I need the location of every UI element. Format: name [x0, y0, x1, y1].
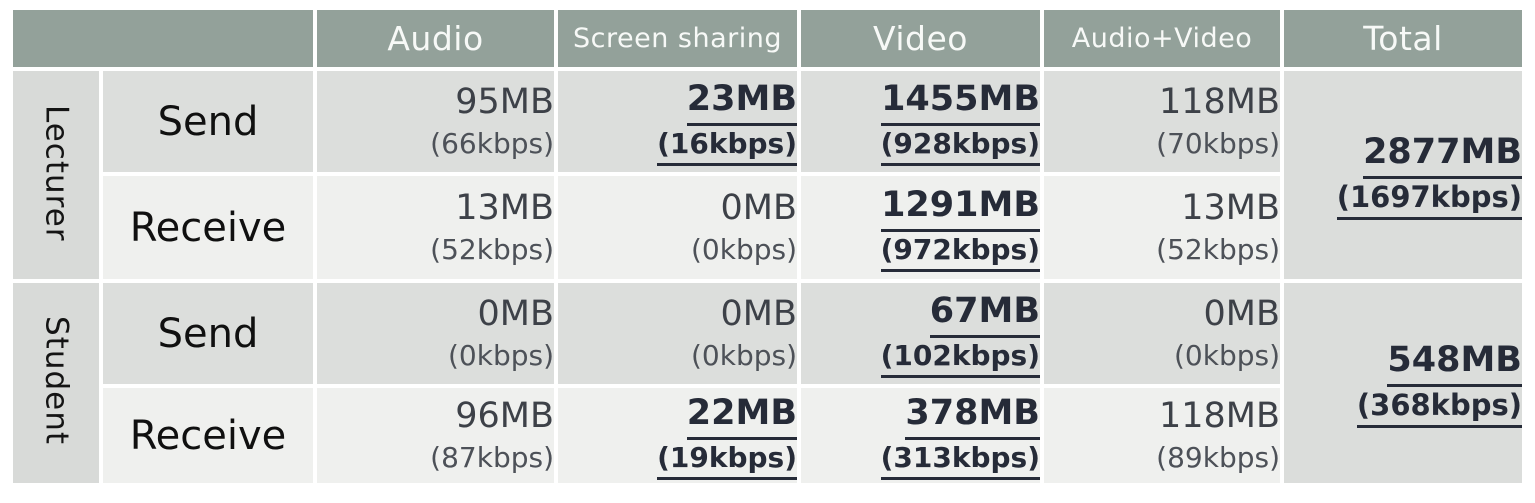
- value-kbps: (66kbps): [430, 126, 554, 160]
- value-kbps: (102kbps): [880, 338, 1040, 378]
- total-kbps: (1697kbps): [1336, 179, 1522, 220]
- total-kbps: (368kbps): [1356, 387, 1522, 428]
- cell-student-receive-video: 378MB (313kbps): [801, 388, 1040, 483]
- value-kbps: (89kbps): [1156, 440, 1280, 474]
- value-mb: 23MB: [686, 77, 797, 126]
- cell-student-send-screen-sharing: 0MB (0kbps): [558, 283, 797, 384]
- value-mb: 1455MB: [881, 77, 1040, 126]
- corner-cell: [13, 10, 313, 67]
- value-mb: 0MB: [720, 188, 797, 229]
- value-kbps: (0kbps): [690, 338, 797, 372]
- cell-lecturer-send-screen-sharing: 23MB (16kbps): [558, 71, 797, 172]
- value-kbps: (0kbps): [690, 232, 797, 266]
- cell-student-receive-audio-video: 118MB (89kbps): [1044, 388, 1280, 483]
- cell-lecturer-receive-audio-video: 13MB (52kbps): [1044, 176, 1280, 279]
- cell-student-send-video: 67MB (102kbps): [801, 283, 1040, 384]
- total-mb: 2877MB: [1363, 130, 1522, 179]
- value-mb: 13MB: [1181, 188, 1280, 229]
- cell-student-receive-audio: 96MB (87kbps): [317, 388, 554, 483]
- value-kbps: (313kbps): [880, 440, 1040, 480]
- group-label-lecturer-text: Lecturer: [38, 104, 75, 242]
- cell-student-send-audio: 0MB (0kbps): [317, 283, 554, 384]
- row-lecturer-receive: Receive 13MB (52kbps) 0MB (0kbps) 1291MB…: [13, 176, 1522, 279]
- header-row: Audio Screen sharing Video Audio+Video T…: [13, 10, 1522, 67]
- value-kbps: (0kbps): [1173, 338, 1280, 372]
- row-label-lecturer-receive: Receive: [103, 176, 313, 279]
- cell-student-receive-screen-sharing: 22MB (19kbps): [558, 388, 797, 483]
- total-mb: 548MB: [1387, 338, 1522, 387]
- col-header-audio: Audio: [317, 10, 554, 67]
- value-mb: 118MB: [1158, 82, 1280, 123]
- cell-lecturer-receive-screen-sharing: 0MB (0kbps): [558, 176, 797, 279]
- cell-lecturer-total: 2877MB (1697kbps): [1284, 71, 1522, 279]
- value-mb: 0MB: [720, 294, 797, 335]
- value-kbps: (70kbps): [1156, 126, 1280, 160]
- value-kbps: (52kbps): [430, 232, 554, 266]
- group-label-student: Student: [13, 283, 99, 483]
- value-mb: 13MB: [455, 188, 554, 229]
- cell-lecturer-receive-audio: 13MB (52kbps): [317, 176, 554, 279]
- value-kbps: (52kbps): [1156, 232, 1280, 266]
- cell-lecturer-receive-video: 1291MB (972kbps): [801, 176, 1040, 279]
- value-kbps: (87kbps): [430, 440, 554, 474]
- group-label-lecturer: Lecturer: [13, 71, 99, 279]
- col-header-video: Video: [801, 10, 1040, 67]
- bandwidth-usage-table: Audio Screen sharing Video Audio+Video T…: [9, 6, 1526, 487]
- row-student-receive: Receive 96MB (87kbps) 22MB (19kbps) 378M…: [13, 388, 1522, 483]
- col-header-screen-sharing: Screen sharing: [558, 10, 797, 67]
- value-mb: 1291MB: [881, 183, 1040, 232]
- value-kbps: (928kbps): [880, 126, 1040, 166]
- value-kbps: (0kbps): [447, 338, 554, 372]
- cell-lecturer-send-video: 1455MB (928kbps): [801, 71, 1040, 172]
- row-label-lecturer-send: Send: [103, 71, 313, 172]
- row-label-student-receive: Receive: [103, 388, 313, 483]
- cell-student-send-audio-video: 0MB (0kbps): [1044, 283, 1280, 384]
- group-label-student-text: Student: [38, 316, 75, 446]
- row-lecturer-send: Lecturer Send 95MB (66kbps) 23MB (16kbps…: [13, 71, 1522, 279]
- row-student-send: Student Send 0MB (0kbps) 0MB (0kbps) 67M…: [13, 283, 1522, 483]
- value-mb: 22MB: [686, 391, 797, 440]
- row-label-student-send: Send: [103, 283, 313, 384]
- value-mb: 378MB: [905, 391, 1040, 440]
- value-mb: 95MB: [455, 82, 554, 123]
- value-mb: 118MB: [1158, 396, 1280, 437]
- value-kbps: (19kbps): [657, 440, 797, 480]
- col-header-audio-video: Audio+Video: [1044, 10, 1280, 67]
- value-kbps: (972kbps): [880, 232, 1040, 272]
- value-mb: 67MB: [929, 289, 1040, 338]
- cell-lecturer-send-audio: 95MB (66kbps): [317, 71, 554, 172]
- value-mb: 0MB: [477, 294, 554, 335]
- cell-student-total: 548MB (368kbps): [1284, 283, 1522, 483]
- value-mb: 96MB: [455, 396, 554, 437]
- value-mb: 0MB: [1203, 294, 1280, 335]
- value-kbps: (16kbps): [657, 126, 797, 166]
- cell-lecturer-send-audio-video: 118MB (70kbps): [1044, 71, 1280, 172]
- col-header-total: Total: [1284, 10, 1522, 67]
